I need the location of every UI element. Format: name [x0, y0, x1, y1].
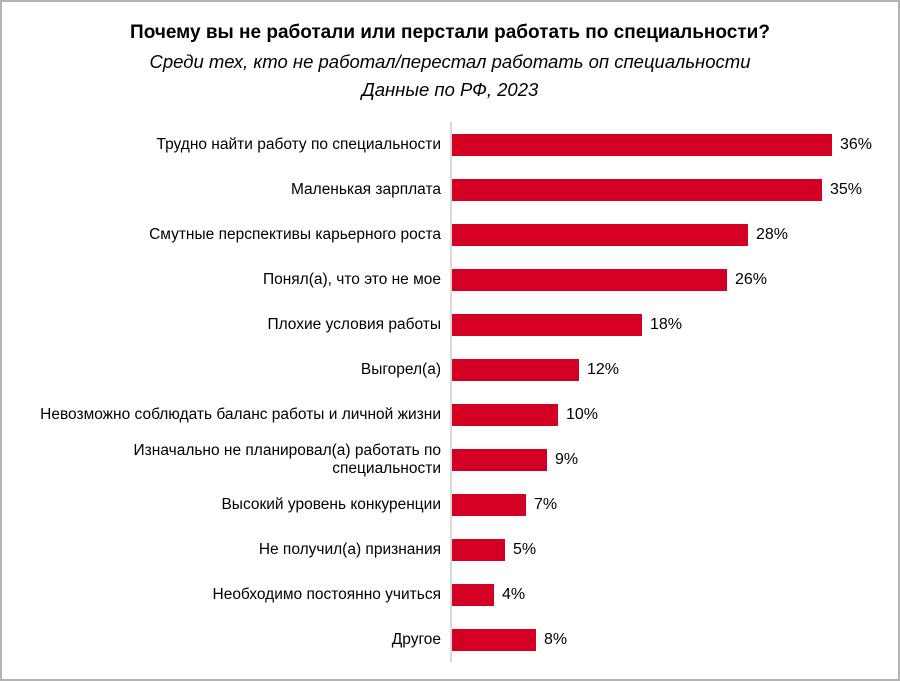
- chart-title: Почему вы не работали или перстали работ…: [130, 22, 770, 43]
- value-label: 28%: [756, 225, 789, 243]
- bar-row: Трудно найти работу по специальности 36%: [2, 122, 898, 167]
- value-label: 35%: [830, 180, 863, 198]
- category-label: Смутные перспективы карьерного роста: [149, 225, 441, 243]
- value-label: 8%: [544, 630, 568, 648]
- plot-area: 9%: [450, 437, 898, 482]
- bar-row: Невозможно соблюдать баланс работы и лич…: [2, 392, 898, 437]
- category-label: Изначально не планировал(а) работать по …: [133, 441, 441, 477]
- value-label: 18%: [650, 315, 683, 333]
- bar: [452, 133, 832, 156]
- bar-row: Изначально не планировал(а) работать по …: [2, 437, 898, 482]
- bar-row: Плохие условия работы 18%: [2, 302, 898, 347]
- plot-area: 7%: [450, 482, 898, 527]
- value-label: 9%: [555, 450, 579, 468]
- bar-row: Необходимо постоянно учиться 4%: [2, 572, 898, 617]
- value-label: 5%: [513, 540, 537, 558]
- bar: [452, 268, 727, 291]
- bar: [452, 223, 748, 246]
- bar: [452, 178, 822, 201]
- plot-area: 8%: [450, 617, 898, 662]
- value-label: 12%: [587, 360, 620, 378]
- category-label: Маленькая зарплата: [290, 180, 441, 198]
- category-label: Трудно найти работу по специальности: [156, 135, 442, 153]
- bar: [452, 403, 558, 426]
- bar-row: Высокий уровень конкуренции 7%: [2, 482, 898, 527]
- category-label: Понял(а), что это не мое: [262, 270, 441, 288]
- bar-row: Понял(а), что это не мое 26%: [2, 257, 898, 302]
- bar: [452, 538, 505, 561]
- chart-subnote: Данные по РФ, 2023: [361, 79, 539, 100]
- bar: [452, 583, 494, 606]
- category-label: Плохие условия работы: [267, 315, 441, 333]
- chart-subtitle: Среди тех, кто не работал/перестал работ…: [149, 51, 751, 72]
- bar-row: Не получил(а) признания 5%: [2, 527, 898, 572]
- category-label: Невозможно соблюдать баланс работы и лич…: [40, 405, 441, 423]
- bar-chart: Трудно найти работу по специальности 36% М…: [2, 122, 898, 662]
- category-label: Высокий уровень конкуренции: [221, 495, 441, 513]
- bar: [452, 628, 536, 651]
- value-label: 10%: [566, 405, 599, 423]
- bar: [452, 313, 642, 336]
- plot-area: 28%: [450, 212, 898, 257]
- plot-area: 5%: [450, 527, 898, 572]
- bar: [452, 448, 547, 471]
- bar-row: Выгорел(а) 12%: [2, 347, 898, 392]
- plot-area: 26%: [450, 257, 898, 302]
- category-label: Выгорел(а): [360, 360, 441, 378]
- category-label: Необходимо постоянно учиться: [212, 585, 442, 603]
- value-label: 7%: [534, 495, 558, 513]
- plot-area: 12%: [450, 347, 898, 392]
- bar-row: Смутные перспективы карьерного роста 28%: [2, 212, 898, 257]
- value-label: 4%: [502, 585, 526, 603]
- plot-area: 18%: [450, 302, 898, 347]
- plot-area: 36%: [450, 122, 898, 167]
- category-label: Другое: [391, 630, 441, 648]
- bar: [452, 358, 579, 381]
- plot-area: 4%: [450, 572, 898, 617]
- bar-row: Маленькая зарплата 35%: [2, 167, 898, 212]
- chart-header: Почему вы не работали или перстали работ…: [2, 2, 898, 104]
- category-label: Не получил(а) признания: [258, 540, 441, 558]
- bar: [452, 493, 526, 516]
- value-label: 36%: [840, 135, 873, 153]
- plot-area: 10%: [450, 392, 898, 437]
- bar-row: Другое 8%: [2, 617, 898, 662]
- value-label: 26%: [735, 270, 768, 288]
- plot-area: 35%: [450, 167, 898, 212]
